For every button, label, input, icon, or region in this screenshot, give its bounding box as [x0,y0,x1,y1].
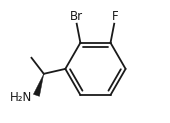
Text: F: F [112,10,118,23]
Text: Br: Br [70,10,83,23]
Polygon shape [33,74,44,96]
Text: H₂N: H₂N [10,91,32,104]
